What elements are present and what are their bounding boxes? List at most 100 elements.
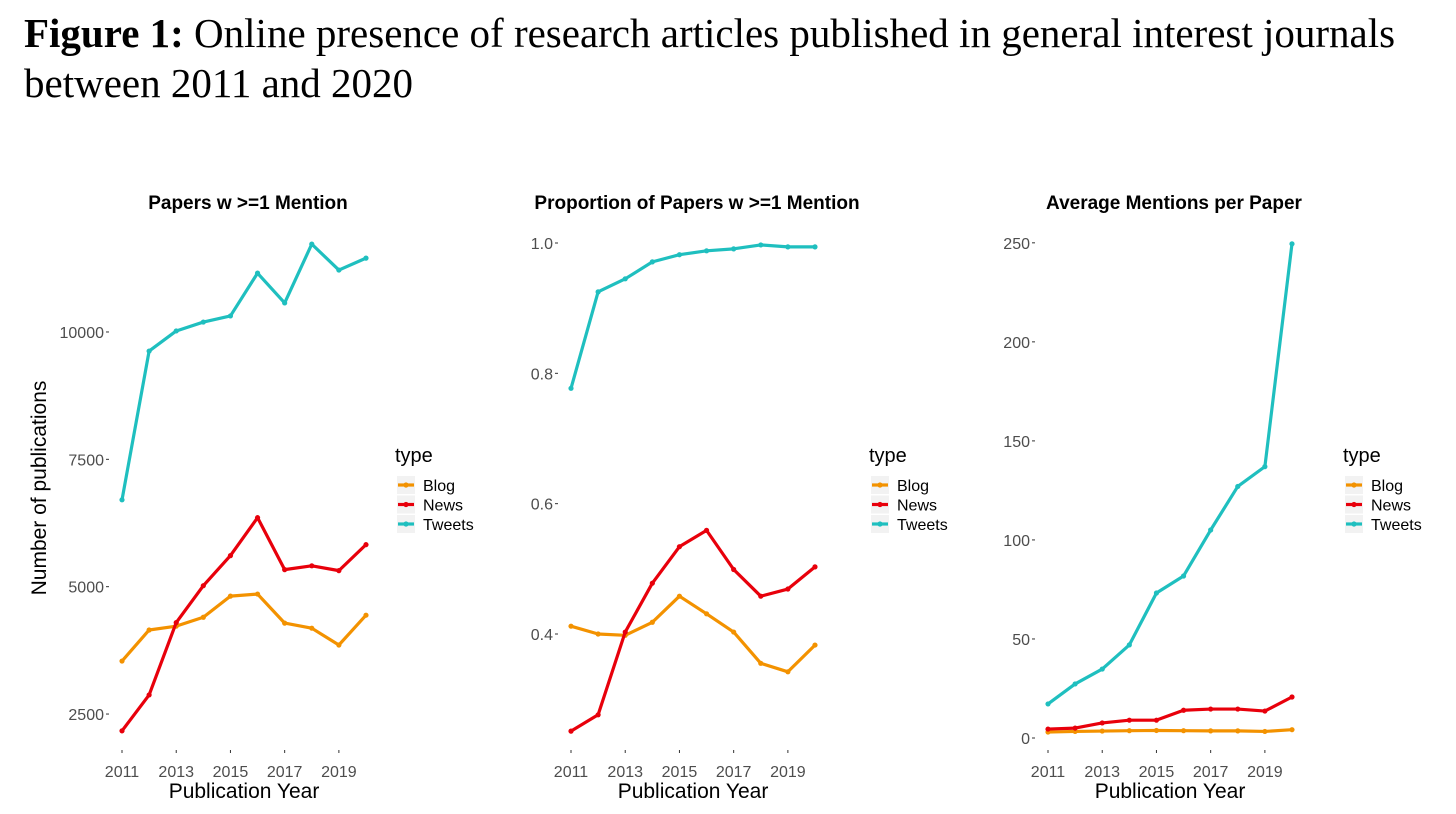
data-point-blog <box>1235 728 1241 734</box>
y-tick-label: 0 <box>1021 731 1030 748</box>
x-tick-label: 2017 <box>267 764 303 781</box>
data-point-tweets <box>812 244 818 250</box>
data-point-tweets <box>254 270 261 276</box>
data-point-tweets <box>649 259 655 265</box>
legend: type Blog News Tweets <box>1343 445 1422 534</box>
data-point-blog <box>1153 727 1160 734</box>
data-point-blog <box>731 629 737 635</box>
chart-panel-1: Papers w >=1 Mention 2500 5000 7500 10000 201… <box>28 193 474 803</box>
x-tick-label: 2019 <box>1247 764 1283 781</box>
x-tick-label: 2011 <box>1031 764 1066 781</box>
data-point-news <box>146 692 152 698</box>
data-point-tweets <box>703 248 710 254</box>
data-point-tweets <box>227 313 234 319</box>
series-line-news <box>570 528 817 733</box>
legend: type Blog News Tweets <box>869 445 948 534</box>
x-tick-label: 2013 <box>607 764 643 781</box>
data-point-blog <box>1289 727 1295 733</box>
data-point-tweets <box>1099 666 1105 672</box>
data-point-news <box>336 568 342 574</box>
data-point-news <box>1289 694 1295 700</box>
data-point-news <box>785 586 791 592</box>
legend-label-blog: Blog <box>1371 478 1403 495</box>
legend-label-news: News <box>1371 498 1411 515</box>
chart-title: Papers w >=1 Mention <box>148 193 348 214</box>
series-line-tweets <box>120 242 367 501</box>
data-point-blog <box>363 612 369 618</box>
data-point-blog <box>649 619 655 625</box>
data-point-tweets <box>1262 464 1268 470</box>
data-point-news <box>1045 726 1051 732</box>
y-tick-label: 2500 <box>68 707 104 724</box>
y-tick-label: 5000 <box>68 580 104 597</box>
chart-panel-2: Proportion of Papers w >=1 Mention 0.4 0.6… <box>531 193 948 803</box>
y-tick-label: 250 <box>1003 236 1030 253</box>
x-tick-label: 2015 <box>662 764 698 781</box>
data-point-tweets <box>173 328 179 334</box>
data-point-news <box>1235 706 1241 712</box>
data-point-news <box>1180 707 1187 713</box>
x-tick-label: 2019 <box>321 764 357 781</box>
figure-caption: Online presence of research articles pub… <box>24 10 1396 106</box>
data-point-blog <box>336 642 342 648</box>
legend-key-point <box>1351 501 1357 508</box>
data-point-blog <box>676 593 683 599</box>
x-tick-label: 2015 <box>1139 764 1175 781</box>
series-line-news <box>1047 695 1293 731</box>
x-tick-label: 2013 <box>158 764 194 781</box>
x-axis-label: Publication Year <box>1095 780 1246 803</box>
data-point-blog <box>812 642 818 648</box>
x-tick-label: 2013 <box>1084 764 1120 781</box>
legend-label-news: News <box>897 498 937 515</box>
y-tick-label: 200 <box>1003 335 1030 352</box>
data-point-tweets <box>785 244 791 250</box>
data-point-news <box>119 728 125 734</box>
x-tick-label: 2011 <box>105 764 140 781</box>
y-tick-label: 10000 <box>60 325 105 342</box>
data-point-tweets <box>731 246 737 252</box>
series-line-blog <box>1047 728 1293 734</box>
y-tick-label: 7500 <box>68 452 104 469</box>
data-point-news <box>1153 717 1160 723</box>
data-point-blog <box>119 658 125 664</box>
data-point-blog <box>254 591 261 597</box>
data-point-news <box>363 542 369 548</box>
y-tick-label: 0.4 <box>531 627 553 644</box>
series-line-blog <box>570 594 817 674</box>
data-point-news <box>227 553 234 559</box>
legend-key-point <box>403 521 409 527</box>
legend-label-news: News <box>423 498 463 515</box>
chart-panel-3: Average Mentions per Paper 0 50 100 150 200 25… <box>1003 193 1421 803</box>
data-point-news <box>200 583 206 589</box>
x-axis-label: Publication Year <box>169 780 320 803</box>
legend-key-point <box>1351 482 1357 488</box>
data-point-tweets <box>1045 701 1051 707</box>
series-line-news <box>120 516 368 732</box>
data-point-blog <box>282 620 288 626</box>
data-point-blog <box>1099 728 1105 734</box>
data-point-news <box>1099 720 1105 726</box>
legend-label-blog: Blog <box>423 478 455 495</box>
legend-key-point <box>877 482 883 488</box>
y-tick-label: 50 <box>1012 632 1030 649</box>
data-point-news <box>1072 725 1078 731</box>
data-point-blog <box>1262 728 1268 735</box>
y-tick-label: 0.6 <box>531 497 553 514</box>
x-tick-label: 2019 <box>770 764 806 781</box>
legend-title: type <box>869 445 907 467</box>
series-line-blog <box>120 592 368 663</box>
data-point-news <box>1208 706 1214 712</box>
data-point-news <box>758 593 764 599</box>
x-axis-label: Publication Year <box>618 780 769 803</box>
chart-title: Proportion of Papers w >=1 Mention <box>534 193 859 214</box>
data-point-tweets <box>1153 590 1160 596</box>
data-point-tweets <box>1126 642 1132 648</box>
data-point-blog <box>758 660 764 666</box>
data-point-news <box>731 566 737 573</box>
legend-title: type <box>395 445 433 467</box>
data-point-news <box>676 544 683 550</box>
data-point-blog <box>200 614 206 620</box>
data-point-tweets <box>1235 483 1241 490</box>
x-tick-label: 2017 <box>1193 764 1229 781</box>
y-axis-label: Number of publications <box>28 381 51 596</box>
